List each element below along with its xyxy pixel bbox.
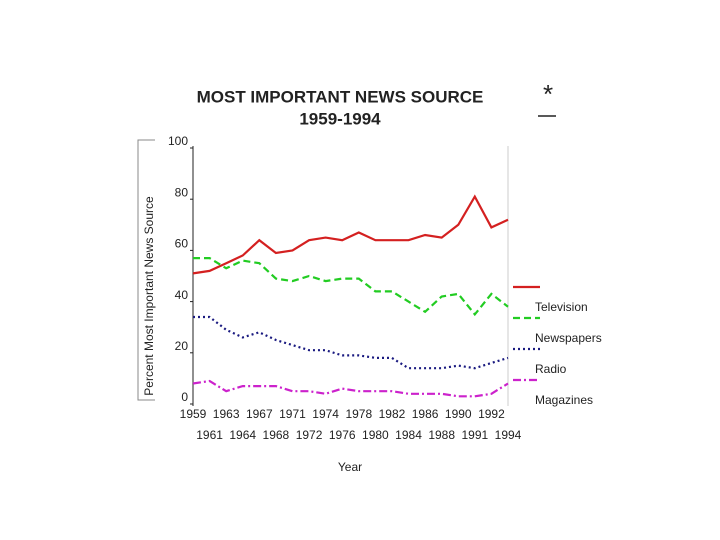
series-line <box>193 315 509 370</box>
y-tick-label: 60 <box>175 237 189 251</box>
x-tick-label: 1994 <box>495 428 522 442</box>
chart-title: MOST IMPORTANT NEWS SOURCE <box>197 87 484 106</box>
y-tick-label: 0 <box>181 390 188 404</box>
x-tick-label: 1971 <box>279 407 306 421</box>
x-tick-label: 1986 <box>412 407 439 421</box>
series-line <box>192 379 509 398</box>
x-tick-label: 1964 <box>229 428 256 442</box>
x-tick-label: 1990 <box>445 407 472 421</box>
legend-label: Newspapers <box>535 331 602 345</box>
legend-label: Magazines <box>535 393 593 407</box>
series-line <box>192 194 509 275</box>
x-tick-label: 1976 <box>329 428 356 442</box>
legend-label: Television <box>535 300 588 314</box>
legend-label: Radio <box>535 362 567 376</box>
x-tick-label: 1961 <box>196 428 223 442</box>
x-tick-label: 1963 <box>213 407 240 421</box>
x-tick-label: 1984 <box>395 428 422 442</box>
x-tick-label: 1974 <box>312 407 339 421</box>
annotation: * <box>543 79 553 109</box>
x-tick-label: 1968 <box>263 428 290 442</box>
y-axis-label: Percent Most Important News Source <box>142 196 156 396</box>
series-line <box>193 257 509 317</box>
x-tick-label: 1982 <box>379 407 406 421</box>
x-tick-label: 1972 <box>296 428 323 442</box>
x-tick-label: 1978 <box>345 407 372 421</box>
x-tick-label: 1967 <box>246 407 273 421</box>
chart-subtitle: 1959-1994 <box>299 109 381 128</box>
x-tick-label: 1992 <box>478 407 505 421</box>
y-tick-label: 80 <box>175 185 189 199</box>
y-tick-label: 40 <box>175 288 189 302</box>
axis-bracket <box>137 139 155 401</box>
x-tick-label: 1959 <box>180 407 207 421</box>
y-tick-label: 20 <box>175 339 189 353</box>
x-tick-label: 1988 <box>428 428 455 442</box>
x-axis-label: Year <box>338 460 362 474</box>
x-tick-label: 1991 <box>461 428 488 442</box>
x-tick-label: 1980 <box>362 428 389 442</box>
y-tick-label: 100 <box>168 134 188 148</box>
